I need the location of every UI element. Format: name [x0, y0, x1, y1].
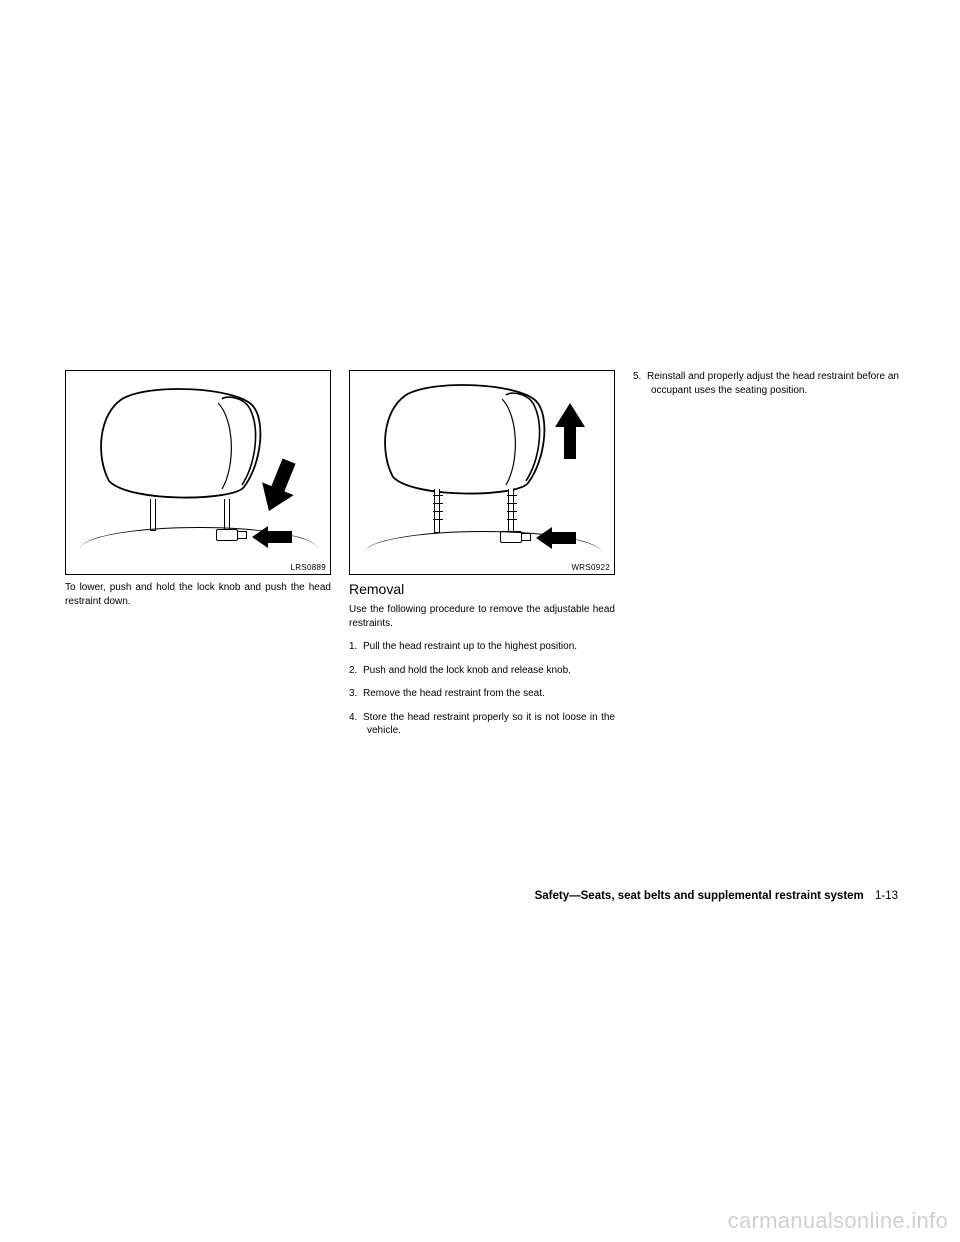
figure-lower: LRS0889	[65, 370, 331, 575]
page-footer: Safety—Seats, seat belts and supplementa…	[535, 890, 898, 902]
column-2: WRS0922 Removal Use the following proced…	[349, 370, 615, 748]
column-3: 5. Reinstall and properly adjust the hea…	[633, 370, 899, 748]
list-item: 2. Push and hold the lock knob and relea…	[349, 664, 615, 678]
list-item: 4. Store the head restraint properly so …	[349, 711, 615, 738]
figure1-caption: To lower, push and hold the lock knob an…	[65, 581, 331, 608]
column-layout: LRS0889 To lower, push and hold the lock…	[65, 370, 899, 748]
arrow-push-icon	[252, 526, 292, 548]
page-number: 1-13	[875, 890, 898, 902]
removal-body: Use the following procedure to remove th…	[349, 603, 615, 630]
reinstall-step: 5. Reinstall and properly adjust the hea…	[633, 370, 899, 397]
arrow-push-icon	[536, 527, 576, 549]
arrow-up-icon	[555, 403, 585, 459]
headrest-cushion-illustration	[94, 385, 264, 503]
stalk-right	[224, 499, 230, 531]
removal-steps: 1. Pull the head restraint up to the hig…	[349, 640, 615, 738]
section-title: Safety—Seats, seat belts and supplementa…	[535, 890, 864, 902]
column-1: LRS0889 To lower, push and hold the lock…	[65, 370, 331, 748]
watermark: carmanualsonline.info	[728, 1208, 948, 1234]
removal-heading: Removal	[349, 581, 615, 597]
figure-code: LRS0889	[291, 563, 326, 572]
stalk-left	[150, 499, 156, 531]
figure-removal: WRS0922	[349, 370, 615, 575]
list-item: 3. Remove the head restraint from the se…	[349, 687, 615, 701]
stalk-right-notched	[508, 489, 514, 533]
figure-code: WRS0922	[571, 563, 610, 572]
page-content: LRS0889 To lower, push and hold the lock…	[65, 370, 899, 900]
stalk-left-notched	[434, 489, 440, 533]
headrest-cushion-illustration	[378, 381, 548, 499]
list-item: 1. Pull the head restraint up to the hig…	[349, 640, 615, 654]
list-item: 5. Reinstall and properly adjust the hea…	[633, 370, 899, 397]
